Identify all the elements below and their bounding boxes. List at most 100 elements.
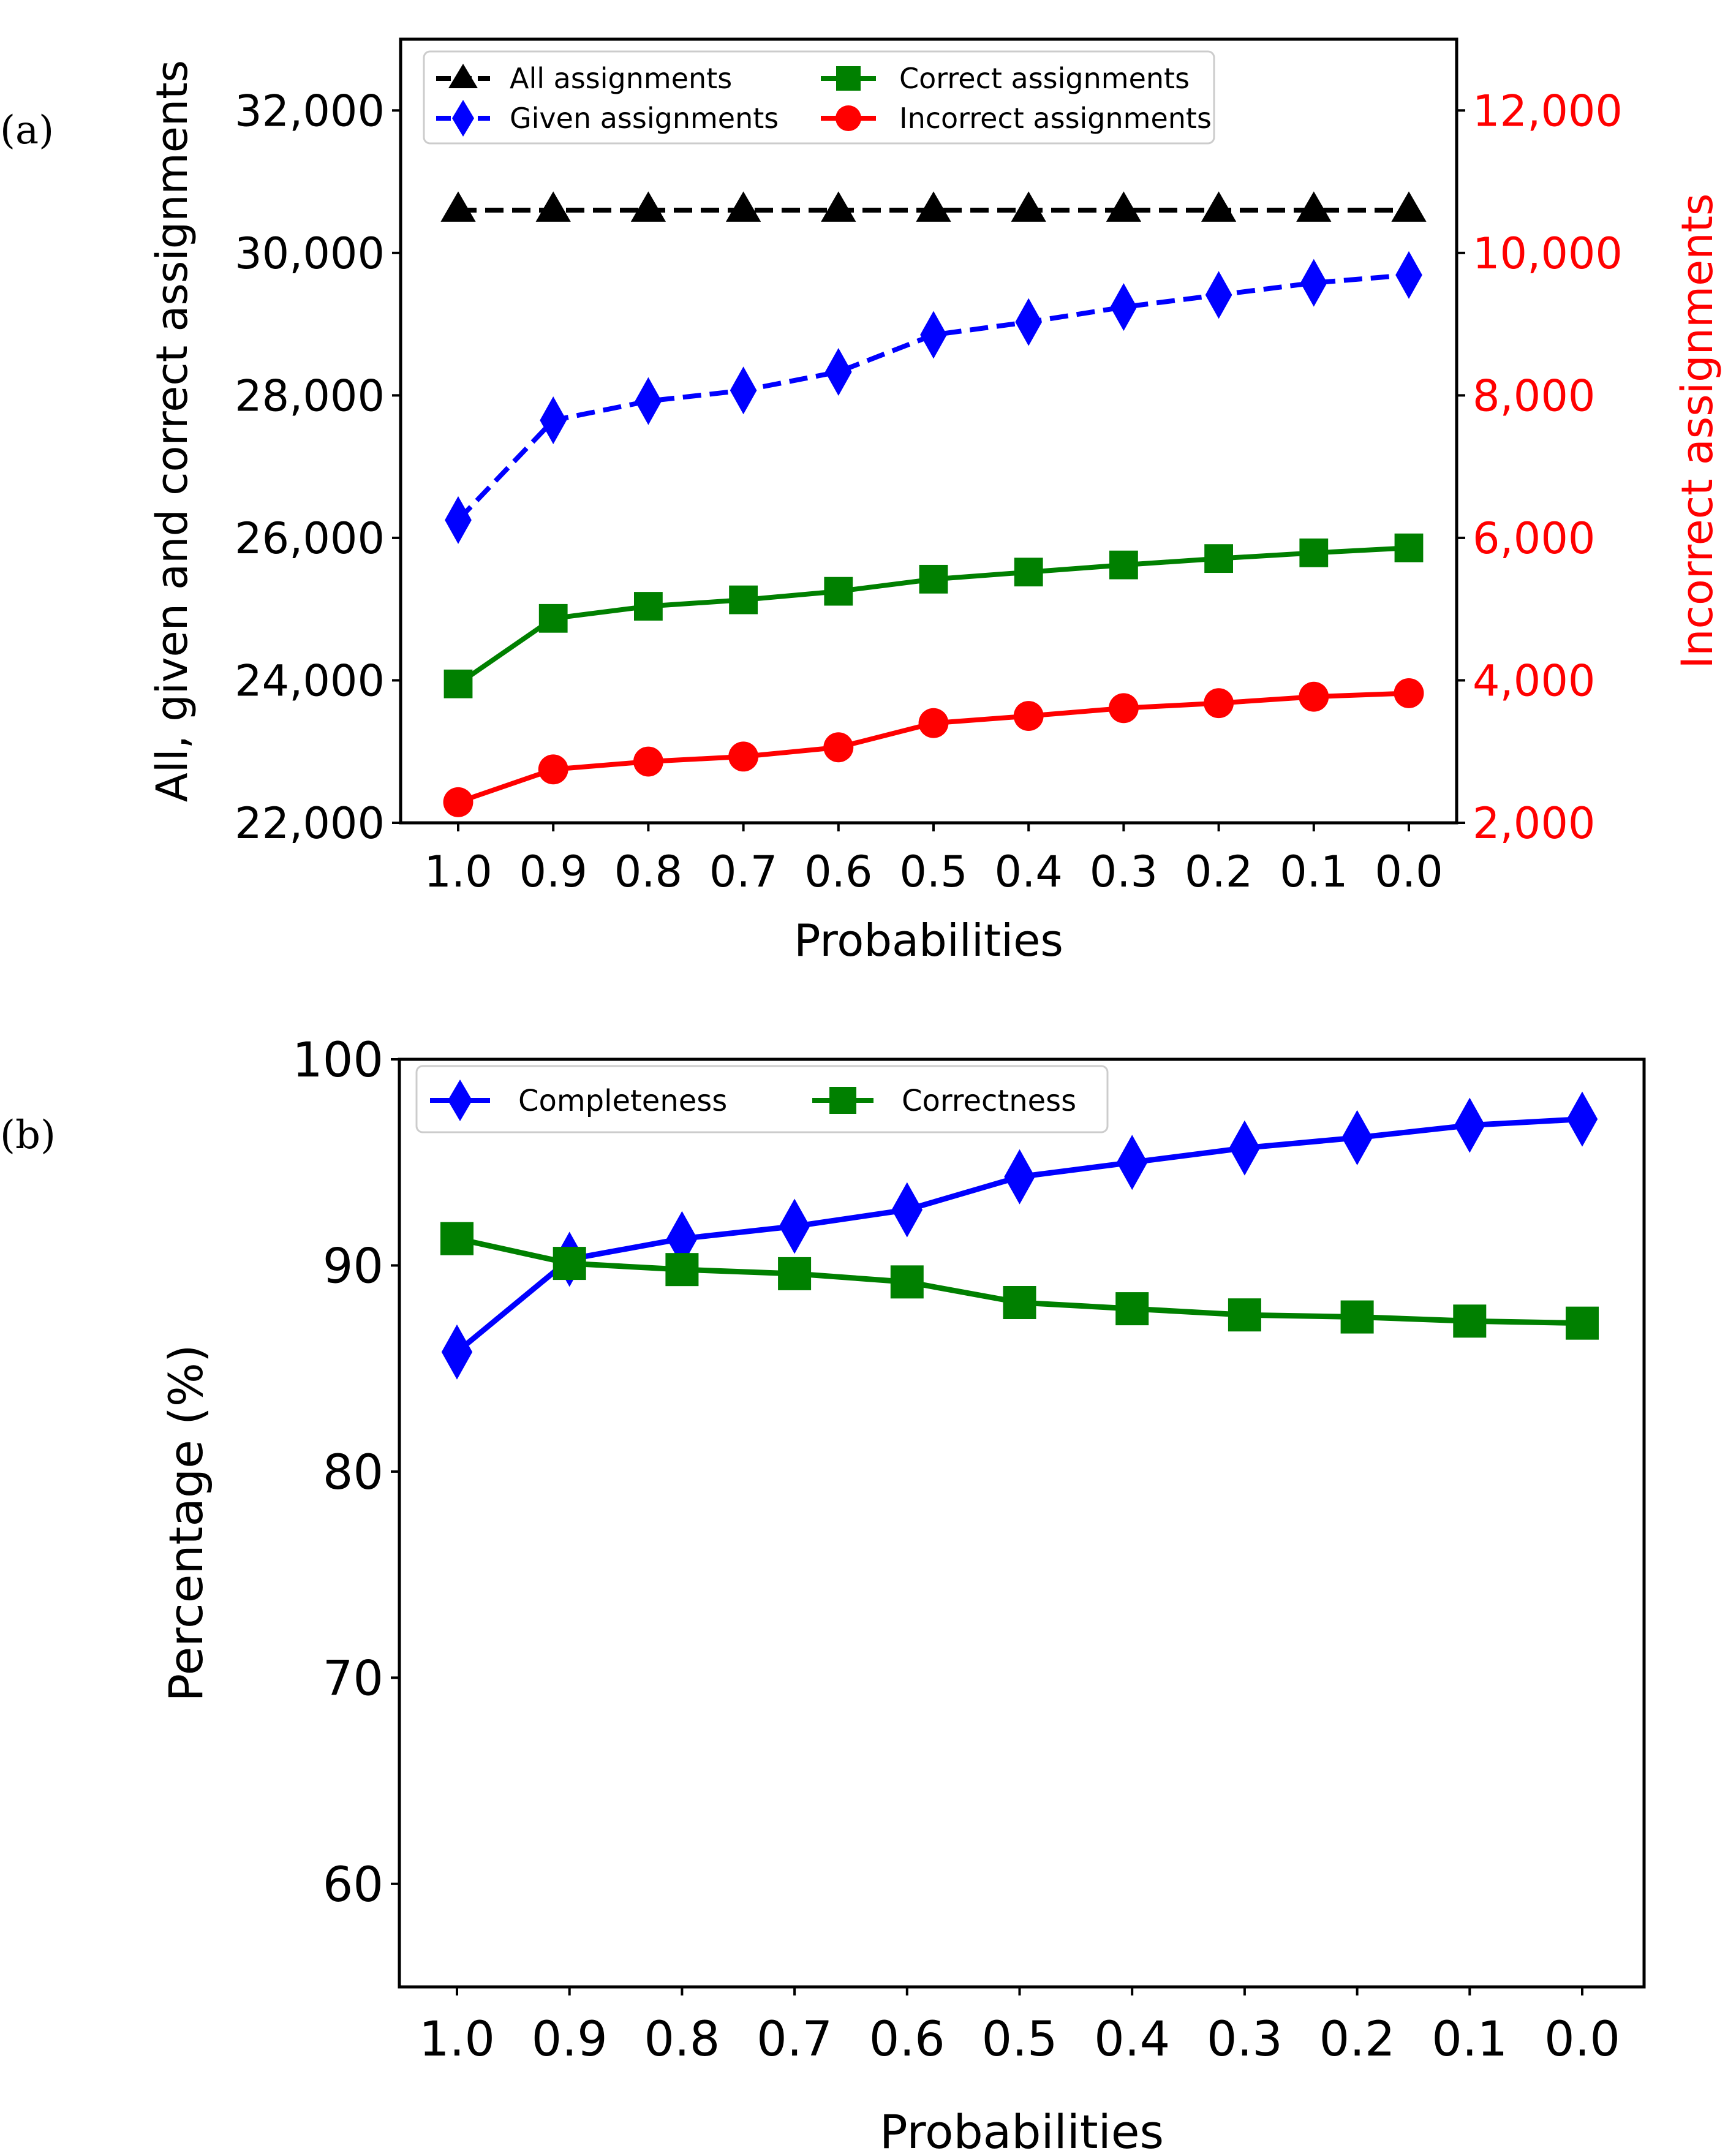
chart-b-series-correctness-point xyxy=(778,1257,812,1290)
chart-a-y-ticks: 22,000 24,000 26,000 28,000 30,000 32,000 xyxy=(235,86,401,849)
chart-a-series-all-assignments-point xyxy=(535,191,571,222)
chart-b-ylabel: Percentage (%) xyxy=(159,1344,213,1701)
chart-a-series-given-assignments-point xyxy=(1395,251,1422,299)
chart-b-legend-box xyxy=(415,1065,1109,1133)
legend-incorrect-assignments: Incorrect assignments xyxy=(821,102,1212,135)
legend-correctness: Correctness xyxy=(812,1084,1076,1118)
chart-b-x-tick-label: 0.6 xyxy=(869,2012,945,2067)
chart-b-series-completeness-point xyxy=(1566,1091,1598,1147)
chart-b-x-tick-label: 0.1 xyxy=(1432,2012,1507,2067)
legend-given-assignments: Given assignments xyxy=(436,100,779,137)
chart-a-series-correct-assignments-point xyxy=(824,577,853,606)
chart-a-series-correct-assignments-point xyxy=(919,564,948,594)
chart-a-series xyxy=(440,191,1427,817)
chart-b-x-tick-label: 0.0 xyxy=(1544,2012,1620,2067)
chart-b-x-ticks: 1.0 0.9 0.8 0.7 0.6 0.5 0.4 0.3 0.2 0.1 0.0 xyxy=(419,1987,1620,2067)
chart-b-x-tick-label: 0.7 xyxy=(756,2012,832,2067)
chart-a-y-tick-label: 26,000 xyxy=(235,513,385,564)
legend-correctness-label: Correctness xyxy=(902,1084,1076,1118)
chart-b-y-tick-label: 60 xyxy=(323,1858,383,1913)
chart-a-y-tick-label: 32,000 xyxy=(235,86,385,136)
legend-all-label: All assignments xyxy=(510,62,732,95)
chart-a-legend-box xyxy=(423,50,1215,145)
chart-b-x-tick-label: 0.5 xyxy=(981,2012,1057,2067)
chart-a-y2-tick-label: 12,000 xyxy=(1473,86,1623,136)
legend-incorrect-circle-icon xyxy=(836,105,861,131)
chart-a-series-given-assignments-point xyxy=(445,496,472,544)
chart-a-series-all-assignments-point xyxy=(1011,191,1046,222)
chart-a-series-given-assignments-point xyxy=(1110,283,1138,331)
chart-b-series-completeness-point xyxy=(779,1198,810,1254)
chart-b-xlabel: Probabilities xyxy=(880,2105,1164,2156)
chart-a-series-given-assignments-point xyxy=(824,347,852,396)
chart-a-x-tick-label: 0.1 xyxy=(1280,847,1348,897)
chart-a-series-incorrect-assignments-point xyxy=(918,708,949,738)
chart-b-series-completeness-point xyxy=(441,1324,473,1380)
panel-label-a: (a) xyxy=(0,108,54,153)
chart-a-x-tick-label: 0.3 xyxy=(1090,847,1158,897)
legend-correct-label: Correct assignments xyxy=(899,62,1190,95)
chart-b-series-completeness-point xyxy=(1454,1097,1485,1153)
chart-b-series-correctness-point xyxy=(553,1247,586,1280)
chart-a-series-incorrect-assignments-point xyxy=(823,732,854,763)
chart-b-series-correctness-point xyxy=(1453,1304,1487,1338)
chart-a-xlabel: Probabilities xyxy=(794,915,1063,966)
chart-b-frame xyxy=(398,1057,1646,1989)
chart-a-series-all-assignments-point xyxy=(1201,191,1237,222)
chart-b-series-correctness-point xyxy=(1340,1300,1374,1334)
chart-a-y2-tick-label: 2,000 xyxy=(1473,798,1595,849)
chart-b-x-tick-label: 0.4 xyxy=(1094,2012,1170,2067)
chart-a-series-given-assignments-point xyxy=(635,377,662,425)
chart-a-series-incorrect-assignments-point xyxy=(1108,693,1139,724)
chart-a-series-incorrect-assignments-point xyxy=(1394,678,1424,708)
legend-correct-assignments: Correct assignments xyxy=(821,62,1190,95)
chart-a-series-correct-assignments-point xyxy=(634,592,663,621)
chart-b-y-tick-label: 70 xyxy=(323,1651,383,1706)
chart-a-x-tick-label: 0.5 xyxy=(899,847,967,897)
chart-a-y2-ticks: 2,000 4,000 6,000 8,000 10,000 12,000 xyxy=(1457,86,1623,849)
chart-a-x-tick-label: 0.8 xyxy=(614,847,682,897)
chart-b-series-correctness-point xyxy=(665,1253,699,1287)
chart-a-series-correct-assignments-point xyxy=(538,603,568,633)
chart-b-series-correctness xyxy=(440,1222,1599,1340)
chart-a-series-all-assignments-point xyxy=(630,191,666,222)
chart-b-series-correctness-point xyxy=(890,1265,924,1299)
chart-a-frame xyxy=(399,37,1458,825)
chart-a-series-given-assignments-point xyxy=(540,396,567,445)
chart-a-series-correct-assignments-point xyxy=(1204,544,1233,573)
chart-a-series-incorrect-assignments-point xyxy=(1299,681,1329,712)
chart-a-x-tick-label: 1.0 xyxy=(424,847,492,897)
chart-a-ylabel: All, given and correct assignments xyxy=(147,60,197,802)
chart-b-series-completeness-point xyxy=(666,1211,698,1266)
chart-a-series-given-assignments-point xyxy=(1205,271,1232,319)
chart-b-x-tick-label: 1.0 xyxy=(419,2012,495,2067)
chart-b-y-tick-label: 80 xyxy=(323,1445,383,1500)
chart-a-series-all-assignments-point xyxy=(916,191,951,222)
chart-a-series-all-assignments-point xyxy=(1296,191,1332,222)
chart-b-series-completeness-point xyxy=(1117,1135,1148,1190)
chart-a-series-incorrect-assignments-point xyxy=(1013,701,1044,732)
chart-b-series-correctness-point xyxy=(1228,1298,1261,1332)
chart-a-series-given-assignments-point xyxy=(920,311,947,359)
chart-a-x-tick-label: 0.7 xyxy=(709,847,777,897)
chart-a-x-tick-label: 0.4 xyxy=(995,847,1063,897)
chart-a-series-given-assignments-point xyxy=(1015,298,1043,346)
chart-a-series-correct-assignments-point xyxy=(729,585,758,615)
chart-a-series-incorrect-assignments xyxy=(443,678,1424,817)
legend-correct-square-icon xyxy=(836,66,861,91)
chart-b-series-correctness-point xyxy=(440,1222,474,1255)
chart-b-y-tick-label: 90 xyxy=(323,1239,383,1295)
chart-a-series-correct-assignments-point xyxy=(1014,558,1043,587)
chart-b-x-tick-label: 0.8 xyxy=(644,2012,720,2067)
chart-b-series-correctness-point xyxy=(1115,1292,1149,1326)
chart-a-x-tick-label: 0.9 xyxy=(519,847,587,897)
chart-a-series-correct-assignments-point xyxy=(1109,550,1138,580)
chart-a-x-tick-label: 0.2 xyxy=(1185,847,1253,897)
chart-a-y-tick-label: 22,000 xyxy=(235,798,385,849)
chart-b: 1.0 0.9 0.8 0.7 0.6 0.5 0.4 0.3 0.2 0.1 0.0 60 70 80… xyxy=(159,1033,1646,2156)
chart-a-y2-tick-label: 8,000 xyxy=(1473,371,1595,422)
chart-a-series-correct-assignments xyxy=(443,533,1424,698)
chart-b-series-completeness-point xyxy=(1229,1120,1261,1176)
chart-a-series-all-assignments xyxy=(440,191,1427,222)
